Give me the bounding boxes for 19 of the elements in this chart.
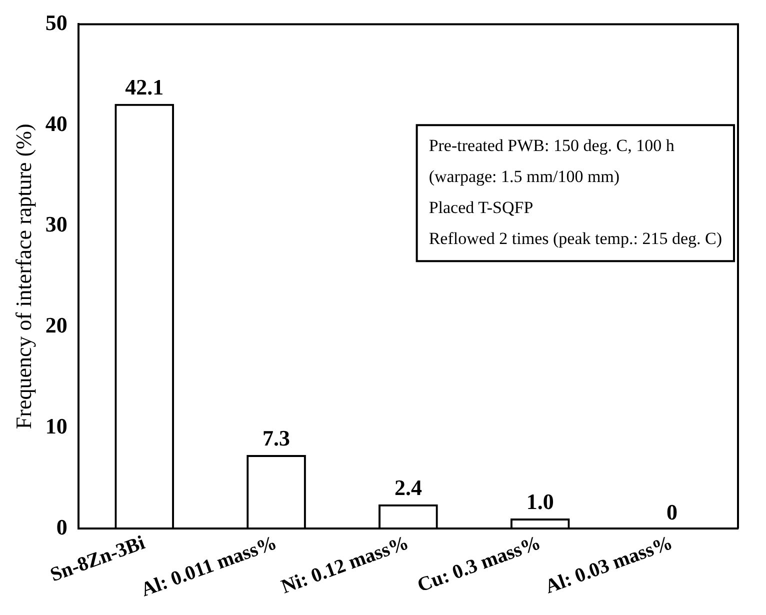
data-label: 0 [666, 499, 678, 524]
annotation: Reflowed 2 times (peak temp.: 215 deg. C) [428, 229, 722, 248]
y-tick-label: 40 [45, 110, 68, 136]
data-label: 2.4 [394, 475, 422, 500]
x-tick-label: Ni: 0.12 mass% [278, 532, 412, 598]
x-tick-label: Cu: 0.3 mass% [414, 532, 544, 597]
annotation: Placed T-SQFP [428, 198, 534, 218]
y-axis-title: Frequency of interface rapture (%) [10, 124, 36, 430]
y-tick-label: 20 [45, 312, 68, 338]
y-tick-label: 50 [45, 10, 68, 35]
data-label: 7.3 [262, 426, 290, 451]
y-tick-label: 10 [45, 413, 68, 438]
x-tick-label: Al: 0.03 mass% [542, 532, 676, 598]
y-tick-label: 30 [45, 212, 68, 237]
y-tick-label: 0 [56, 514, 68, 540]
annotation: Pre-treated PWB: 150 deg. C, 100 h [428, 136, 675, 156]
data-label: 42.1 [125, 74, 164, 100]
data-label: 1.0 [526, 489, 554, 514]
annotation: (warpage: 1.5 mm/100 mm) [428, 167, 620, 186]
